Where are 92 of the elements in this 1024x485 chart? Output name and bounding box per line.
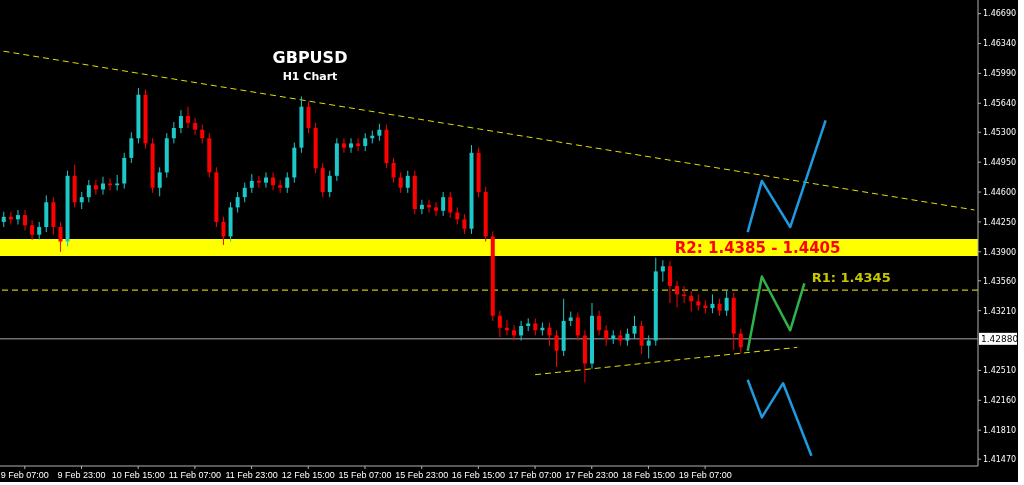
x-tick-label: 9 Feb 07:00 — [0, 470, 49, 480]
y-tick-label: 1.45990 — [983, 69, 1017, 79]
line-series — [746, 378, 813, 458]
candlestick — [256, 175, 261, 189]
candlestick — [405, 170, 410, 194]
line-series — [746, 119, 827, 234]
candlestick — [682, 285, 687, 304]
y-tick-label: 1.42510 — [983, 366, 1017, 376]
candlestick — [171, 121, 176, 144]
x-tick-label: 16 Feb 15:00 — [451, 470, 505, 480]
candlestick — [249, 173, 254, 194]
x-tick-label: 15 Feb 23:00 — [395, 470, 449, 480]
y-tick-label: 1.45640 — [983, 99, 1017, 109]
candlestick — [604, 324, 609, 347]
y-tick-label: 1.44600 — [983, 187, 1017, 197]
candlestick — [497, 310, 502, 338]
x-tick-label: 11 Feb 07:00 — [168, 470, 222, 480]
candlestick — [512, 324, 517, 342]
x-tick-label: 17 Feb 23:00 — [565, 470, 619, 480]
candlestick — [349, 137, 354, 154]
candlestick — [193, 117, 198, 136]
candlestick — [441, 191, 446, 217]
candlestick — [419, 199, 424, 215]
candlestick — [575, 311, 580, 342]
ref-line-label: R1: 1.4345 — [811, 270, 891, 286]
candlestick — [689, 290, 694, 313]
candlestick — [129, 131, 134, 164]
y-tick-label: 1.46340 — [983, 39, 1017, 49]
x-tick-label: 12 Feb 15:00 — [281, 470, 335, 480]
candlestick — [738, 328, 743, 354]
x-tick-label: 9 Feb 23:00 — [57, 470, 106, 480]
y-tick-label: 1.46690 — [983, 9, 1017, 19]
candlestick — [646, 334, 651, 359]
candlestick — [186, 106, 191, 129]
ref-line-label: 1.42880 — [981, 333, 1019, 344]
candlestick — [30, 219, 35, 241]
candlestick — [15, 209, 20, 225]
candlestick — [398, 171, 403, 194]
x-tick-label: 11 Feb 23:00 — [225, 470, 278, 480]
candlestick — [306, 101, 311, 134]
y-tick-label: 1.45300 — [983, 128, 1017, 138]
candlestick — [242, 182, 247, 203]
candlestick — [157, 166, 162, 197]
candlestick — [675, 280, 680, 308]
candlestick — [448, 191, 453, 219]
candlestick — [710, 293, 715, 314]
y-tick-label: 1.42160 — [983, 396, 1017, 406]
candlestick — [285, 171, 290, 194]
candlestick — [341, 137, 346, 154]
candlestick — [200, 124, 205, 144]
candlestick — [639, 320, 644, 355]
candlestick — [660, 259, 665, 283]
candlestick — [667, 260, 672, 304]
band-label: R2: 1.4385 - 1.4405 — [674, 238, 841, 257]
y-tick-label: 1.41470 — [983, 455, 1017, 465]
candlestick — [23, 209, 28, 231]
candlestick — [320, 162, 325, 198]
candlestick — [178, 109, 183, 134]
x-tick-label: 10 Feb 15:00 — [111, 470, 165, 480]
text: GBPUSD — [271, 48, 349, 67]
y-tick-label: 1.43900 — [983, 247, 1017, 257]
candlestick — [554, 329, 559, 368]
candlestick — [58, 221, 63, 253]
candlestick — [391, 157, 396, 184]
text: H1 Chart — [281, 70, 339, 83]
y-tick-label: 1.41810 — [983, 425, 1017, 435]
x-tick-label: 18 Feb 15:00 — [621, 470, 675, 480]
candlestick — [724, 289, 729, 317]
y-tick-label: 1.44250 — [983, 217, 1017, 227]
candlestick — [235, 191, 240, 214]
candlestick — [462, 213, 467, 235]
candlestick — [86, 179, 91, 203]
y-tick-label: 1.44950 — [983, 158, 1017, 167]
y-tick-label: 1.43560 — [983, 276, 1017, 286]
candlestick — [519, 320, 524, 342]
candlestick — [93, 179, 98, 196]
candlestick — [434, 201, 439, 217]
candlestick — [356, 137, 361, 152]
candlestick — [327, 170, 332, 198]
candlestick — [100, 176, 105, 196]
x-tick-label: 19 Feb 07:00 — [678, 470, 732, 480]
candlestick — [547, 322, 552, 347]
candlestick — [221, 216, 226, 246]
x-tick-label: 15 Feb 07:00 — [338, 470, 392, 480]
candlestick — [632, 315, 637, 340]
candlestick — [597, 310, 602, 336]
candlestick — [271, 171, 276, 191]
y-tick-label: 1.43210 — [983, 306, 1017, 316]
x-tick-label: 17 Feb 07:00 — [508, 470, 562, 480]
line-series — [746, 275, 806, 353]
candlestick — [108, 177, 113, 191]
candlestick — [263, 171, 268, 189]
